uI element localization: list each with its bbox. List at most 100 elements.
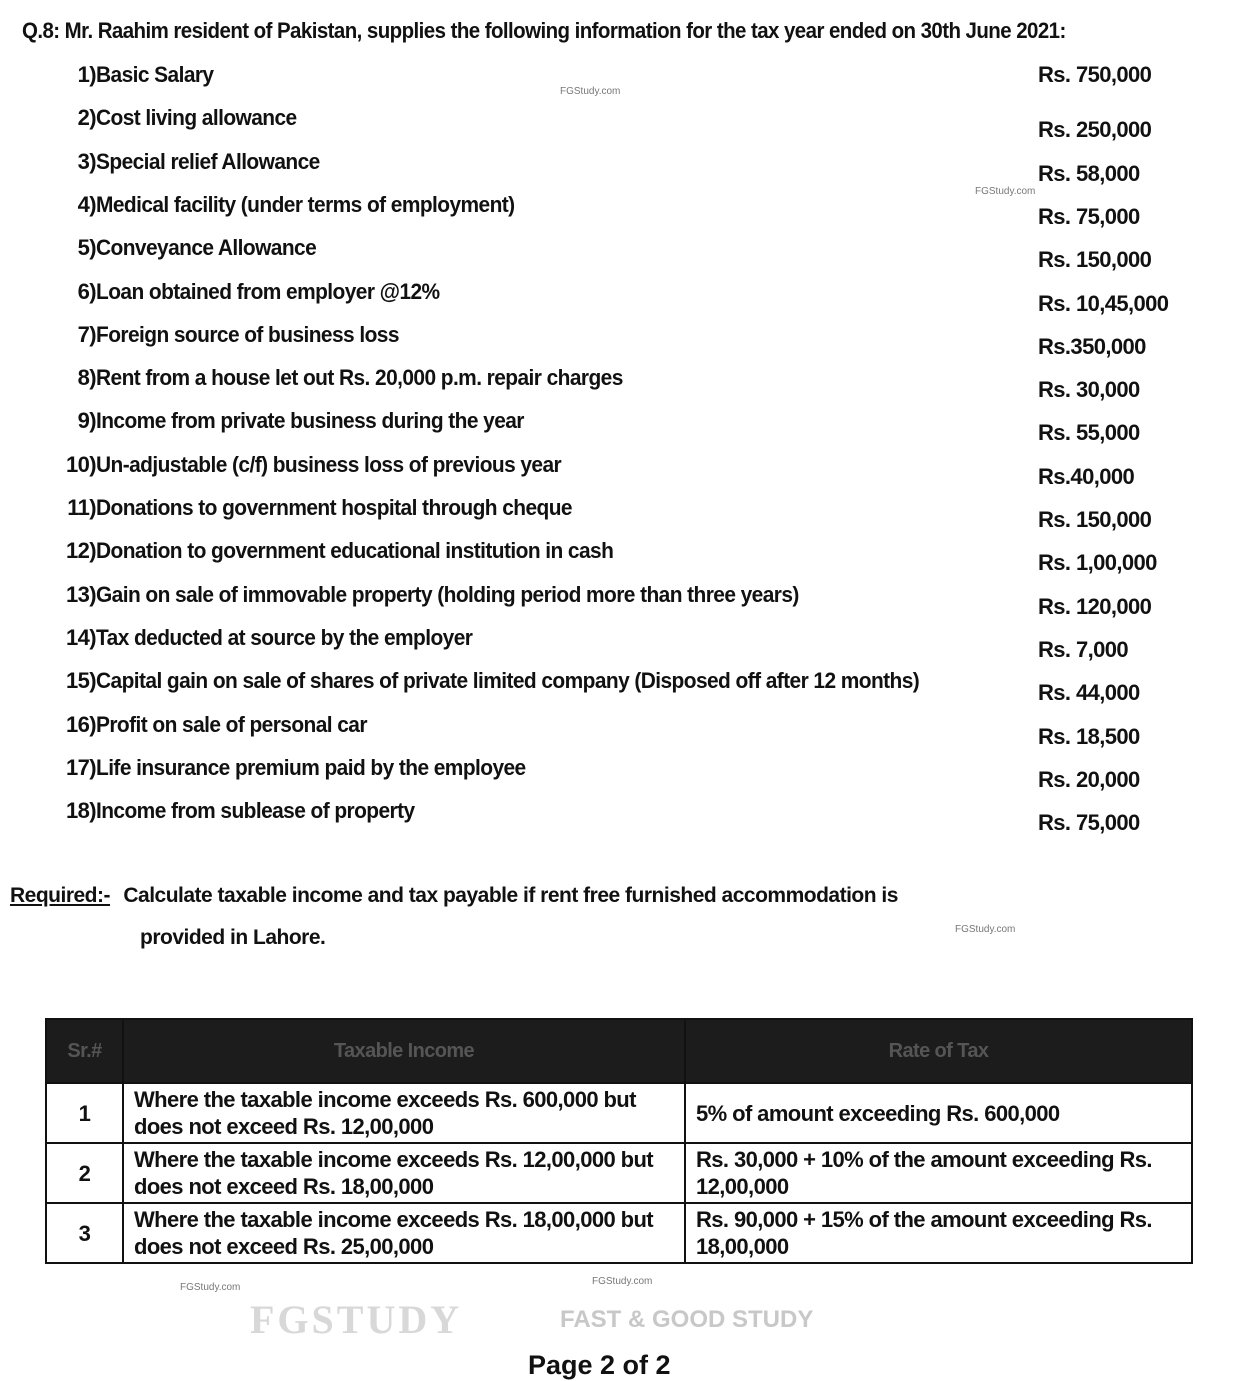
cell-rate: 5% of amount exceeding Rs. 600,000 <box>684 1082 1193 1144</box>
item-value: Rs. 1,00,000 <box>1038 550 1157 576</box>
list-item: 8) Rent from a house let out Rs. 20,000 p… <box>50 365 1200 405</box>
cell-sr: 3 <box>45 1202 124 1264</box>
item-number: 2) <box>77 105 97 131</box>
item-label: Donations to government hospital through… <box>96 495 573 520</box>
item-number: 8) <box>77 365 97 391</box>
item-label: Medical facility (under terms of employm… <box>96 191 515 217</box>
item-number: 17) <box>66 754 97 780</box>
item-number: 13) <box>66 581 97 607</box>
item-number: 18) <box>66 798 97 824</box>
item-value: Rs. 10,45,000 <box>1038 290 1169 316</box>
item-label: Un-adjustable (c/f) business loss of pre… <box>96 451 562 477</box>
watermark-site: FGStudy.com <box>560 86 621 97</box>
watermark-site: FGStudy.com <box>592 1276 653 1287</box>
watermark-site: FGStudy.com <box>955 924 1016 935</box>
item-label: Income from sublease of property <box>96 798 415 824</box>
list-item: 18) Income from sublease of property Rs. 7… <box>50 798 1200 838</box>
watermark-tagline: FAST & GOOD STUDY <box>560 1306 814 1333</box>
cell-income: Where the taxable income exceeds Rs. 12,… <box>122 1142 686 1204</box>
list-item: 10) Un-adjustable (c/f) business loss of … <box>50 452 1200 492</box>
item-value: Rs. 44,000 <box>1038 680 1140 706</box>
list-item: 5) Conveyance Allowance Rs. 150,000 <box>50 235 1200 275</box>
list-item: 6) Loan obtained from employer @12% Rs. 10… <box>50 279 1200 319</box>
item-label: Life insurance premium paid by the emplo… <box>96 754 526 780</box>
list-item: 1) Basic Salary Rs. 750,000 <box>50 62 1200 102</box>
table-row: 3 Where the taxable income exceeds Rs. 18… <box>45 1202 1193 1264</box>
table-row: 1 Where the taxable income exceeds Rs. 60… <box>45 1082 1193 1144</box>
cell-income: Where the taxable income exceeds Rs. 18,… <box>122 1202 686 1264</box>
list-item: 11) Donations to government hospital thro… <box>50 495 1200 535</box>
list-item: 4) Medical facility (under terms of emplo… <box>50 192 1200 232</box>
question-title: Q.8: Mr. Raahim resident of Pakistan, su… <box>22 18 1066 43</box>
list-item: 7) Foreign source of business loss Rs.350,… <box>50 322 1200 362</box>
watermark-logo: FGSTUDY <box>250 1297 463 1342</box>
list-item: 17) Life insurance premium paid by the em… <box>50 755 1200 795</box>
item-number: 9) <box>77 408 97 434</box>
item-value: Rs. 75,000 <box>1038 203 1140 229</box>
item-label: Basic Salary <box>96 62 214 87</box>
required-line-2: provided in Lahore. <box>140 926 326 949</box>
header-sr: Sr.# <box>45 1018 124 1084</box>
item-label: Special relief Allowance <box>96 148 320 174</box>
cell-sr: 1 <box>45 1082 124 1144</box>
table-row: 2 Where the taxable income exceeds Rs. 12… <box>45 1142 1193 1204</box>
item-value: Rs. 150,000 <box>1038 247 1152 273</box>
item-value: Rs. 7,000 <box>1038 636 1129 662</box>
list-item: 15) Capital gain on sale of shares of pri… <box>50 668 1200 708</box>
item-number: 14) <box>66 624 97 650</box>
header-rate-of-tax: Rate of Tax <box>684 1018 1193 1084</box>
list-item: 12) Donation to government educational in… <box>50 538 1200 578</box>
item-number: 10) <box>66 451 97 477</box>
item-value: Rs. 55,000 <box>1038 420 1140 446</box>
list-item: 13) Gain on sale of immovable property (h… <box>50 582 1200 622</box>
item-value: Rs. 18,500 <box>1038 723 1140 749</box>
watermark-site: FGStudy.com <box>180 1282 241 1293</box>
item-label: Income from private business during the … <box>96 408 524 434</box>
item-number: 16) <box>66 711 97 737</box>
item-number: 12) <box>66 538 97 564</box>
cell-income: Where the taxable income exceeds Rs. 600… <box>122 1082 686 1144</box>
item-label: Conveyance Allowance <box>96 235 317 261</box>
item-value: Rs.40,000 <box>1038 463 1135 489</box>
item-label: Tax deducted at source by the employer <box>96 624 473 650</box>
item-number: 6) <box>77 278 97 304</box>
list-item: 3) Special relief Allowance Rs. 58,000 <box>50 149 1200 189</box>
item-number: 3) <box>77 148 97 174</box>
item-number: 7) <box>77 321 97 347</box>
required-line-1: Required:- Calculate taxable income and … <box>10 884 898 908</box>
item-value: Rs. 250,000 <box>1038 117 1152 143</box>
item-number: 1) <box>77 62 97 87</box>
required-text: Calculate taxable income and tax payable… <box>123 884 898 907</box>
cell-rate: Rs. 90,000 + 15% of the amount exceeding… <box>684 1202 1193 1264</box>
cell-rate: Rs. 30,000 + 10% of the amount exceeding… <box>684 1142 1193 1204</box>
item-value: Rs. 20,000 <box>1038 766 1140 792</box>
item-value: Rs. 75,000 <box>1038 810 1140 836</box>
item-label: Loan obtained from employer @12% <box>96 278 440 304</box>
item-value: Rs. 750,000 <box>1038 62 1152 87</box>
cell-sr: 2 <box>45 1142 124 1204</box>
item-number: 11) <box>67 495 96 520</box>
tax-rate-table: Sr.# Taxable Income Rate of Tax 1 Where t… <box>45 1018 1193 1264</box>
item-value: Rs. 150,000 <box>1038 507 1152 532</box>
item-number: 15) <box>66 668 97 694</box>
item-label: Donation to government educational insti… <box>96 538 614 564</box>
list-item: 9) Income from private business during th… <box>50 408 1200 448</box>
header-taxable-income: Taxable Income <box>122 1018 686 1084</box>
list-item: 14) Tax deducted at source by the employe… <box>50 625 1200 665</box>
required-label: Required:- <box>10 884 111 907</box>
item-label: Rent from a house let out Rs. 20,000 p.m… <box>96 365 623 391</box>
item-value: Rs. 58,000 <box>1038 160 1140 186</box>
item-label: Cost living allowance <box>96 105 297 131</box>
item-value: Rs. 30,000 <box>1038 377 1140 403</box>
page-number: Page 2 of 2 <box>528 1350 671 1380</box>
item-label: Profit on sale of personal car <box>96 711 368 737</box>
item-label: Gain on sale of immovable property (hold… <box>96 581 799 607</box>
item-value: Rs.350,000 <box>1038 333 1146 359</box>
list-item: 16) Profit on sale of personal car Rs. 18,… <box>50 712 1200 752</box>
item-label: Foreign source of business loss <box>96 321 399 347</box>
item-number: 5) <box>77 235 97 261</box>
item-value: Rs. 120,000 <box>1038 593 1152 619</box>
list-item: 2) Cost living allowance Rs. 250,000 <box>50 105 1200 145</box>
item-label: Capital gain on sale of shares of privat… <box>96 668 920 694</box>
